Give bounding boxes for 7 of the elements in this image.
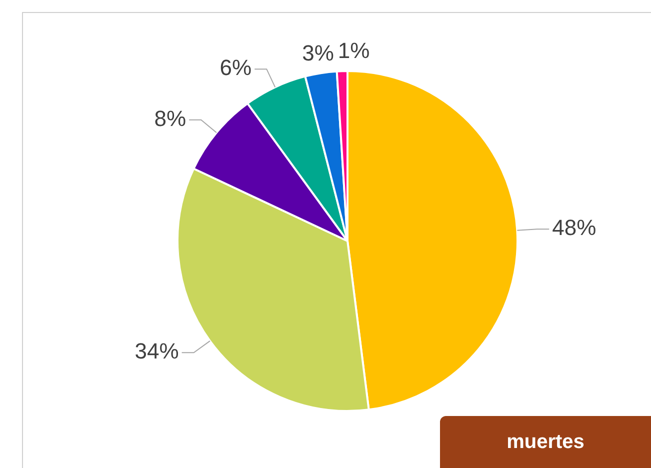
data-label: 34% [134, 338, 179, 364]
data-label: 3% [302, 40, 334, 66]
data-label: 1% [338, 38, 370, 64]
data-label: 8% [154, 106, 186, 131]
data-label: 6% [220, 55, 252, 80]
data-label: 48% [552, 215, 596, 240]
text: muertes [440, 416, 651, 468]
